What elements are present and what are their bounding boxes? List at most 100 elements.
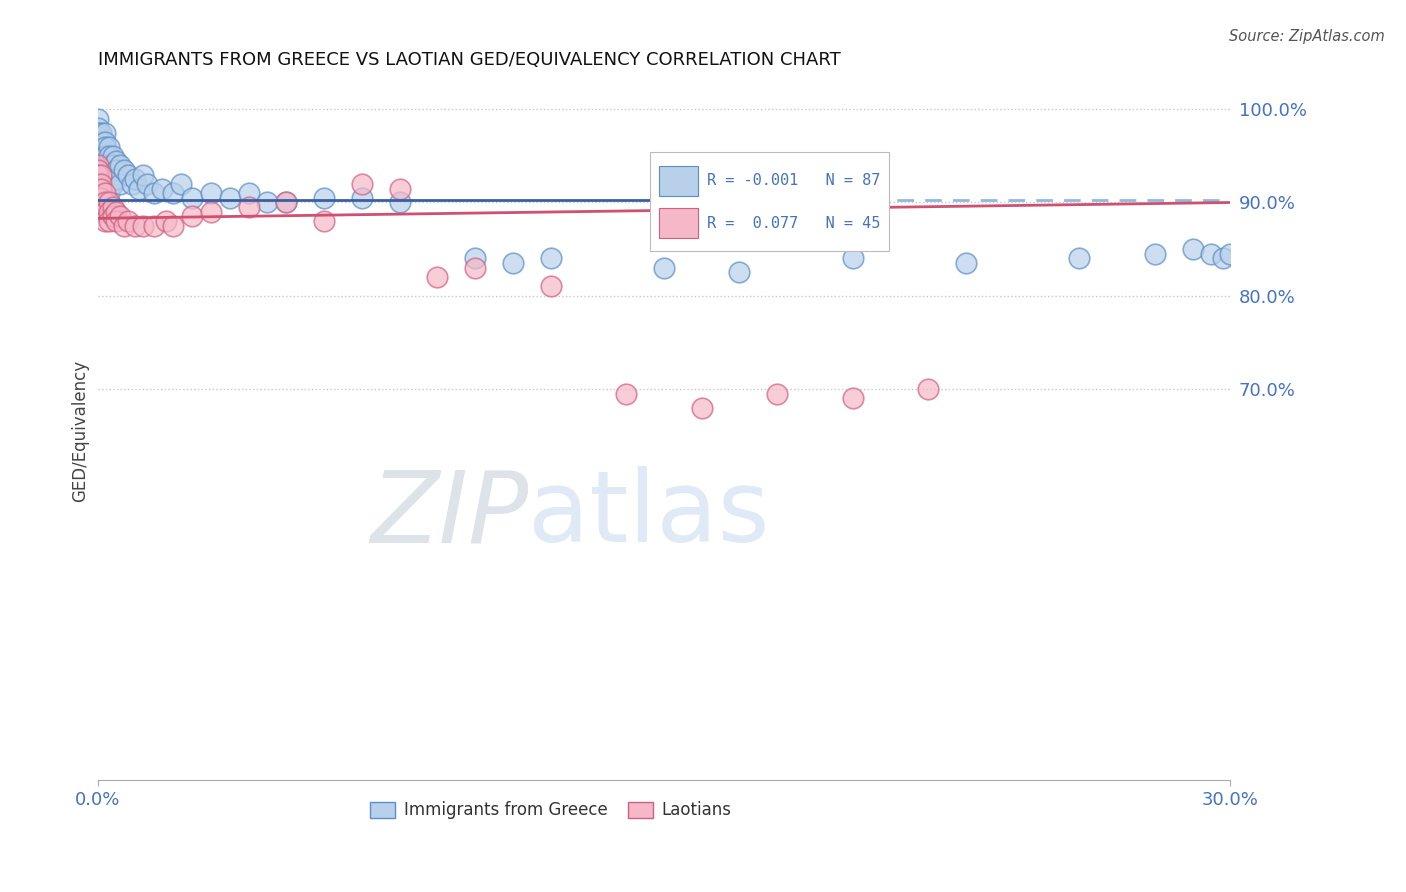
Point	[1275, 252, 1298, 266]
Point	[90, 135, 112, 149]
Point	[90, 153, 112, 168]
Point	[143, 219, 166, 233]
Point	[181, 191, 204, 205]
Point	[162, 186, 184, 201]
Point	[117, 214, 139, 228]
Point	[101, 158, 124, 172]
Text: R = -0.001   N = 87: R = -0.001 N = 87	[707, 173, 880, 188]
Point	[94, 195, 117, 210]
Point	[728, 265, 751, 279]
Point	[766, 386, 789, 401]
Point	[917, 382, 939, 396]
Point	[101, 210, 124, 224]
Point	[94, 177, 117, 191]
Point	[1257, 256, 1279, 270]
Point	[112, 219, 135, 233]
Point	[314, 191, 336, 205]
Text: ZIP: ZIP	[370, 467, 529, 563]
Point	[86, 145, 108, 159]
Point	[426, 270, 449, 285]
Point	[86, 186, 108, 201]
Point	[132, 219, 155, 233]
Point	[388, 181, 411, 195]
Point	[86, 153, 108, 168]
Point	[94, 195, 117, 210]
Point	[350, 191, 373, 205]
Point	[94, 139, 117, 153]
Point	[841, 252, 863, 266]
Point	[1295, 246, 1317, 260]
Point	[124, 219, 146, 233]
Point	[97, 186, 120, 201]
Point	[238, 200, 260, 214]
Point	[502, 256, 524, 270]
Point	[540, 279, 562, 293]
Point	[86, 162, 108, 177]
Point	[121, 177, 143, 191]
Point	[101, 149, 124, 163]
Point	[218, 191, 240, 205]
Point	[90, 191, 112, 205]
Point	[1219, 246, 1241, 260]
Point	[276, 195, 298, 210]
Point	[162, 219, 184, 233]
Point	[1181, 242, 1204, 256]
Point	[540, 252, 562, 266]
Point	[86, 130, 108, 145]
Point	[105, 153, 128, 168]
FancyBboxPatch shape	[650, 152, 890, 252]
Point	[94, 168, 117, 182]
Point	[1237, 242, 1260, 256]
Point	[128, 181, 150, 195]
Point	[955, 256, 977, 270]
Text: atlas: atlas	[529, 467, 769, 563]
Point	[94, 204, 117, 219]
Point	[90, 200, 112, 214]
Text: IMMIGRANTS FROM GREECE VS LAOTIAN GED/EQUIVALENCY CORRELATION CHART: IMMIGRANTS FROM GREECE VS LAOTIAN GED/EQ…	[97, 51, 841, 69]
Point	[1212, 252, 1234, 266]
Point	[94, 126, 117, 140]
Point	[181, 210, 204, 224]
Point	[112, 162, 135, 177]
FancyBboxPatch shape	[659, 209, 697, 238]
Point	[135, 177, 157, 191]
Point	[200, 204, 222, 219]
Point	[464, 260, 486, 275]
Point	[90, 168, 112, 182]
Point	[90, 162, 112, 177]
Point	[1143, 246, 1166, 260]
Point	[150, 181, 173, 195]
Point	[94, 186, 117, 201]
Point	[238, 186, 260, 201]
Point	[124, 172, 146, 186]
Point	[90, 139, 112, 153]
Point	[652, 260, 675, 275]
Y-axis label: GED/Equivalency: GED/Equivalency	[72, 359, 89, 502]
Point	[132, 168, 155, 182]
Point	[110, 158, 132, 172]
Point	[105, 162, 128, 177]
Point	[90, 181, 112, 195]
Point	[143, 186, 166, 201]
Point	[101, 177, 124, 191]
Point	[841, 391, 863, 405]
Point	[97, 214, 120, 228]
Point	[90, 126, 112, 140]
Point	[464, 252, 486, 266]
Point	[97, 177, 120, 191]
Point	[101, 200, 124, 214]
Point	[97, 149, 120, 163]
Point	[86, 168, 108, 182]
Point	[86, 126, 108, 140]
Point	[101, 168, 124, 182]
Point	[314, 214, 336, 228]
Point	[86, 158, 108, 172]
Point	[94, 135, 117, 149]
Point	[276, 195, 298, 210]
Point	[86, 158, 108, 172]
Point	[97, 195, 120, 210]
Point	[350, 177, 373, 191]
Point	[90, 172, 112, 186]
Point	[155, 214, 177, 228]
Point	[90, 149, 112, 163]
